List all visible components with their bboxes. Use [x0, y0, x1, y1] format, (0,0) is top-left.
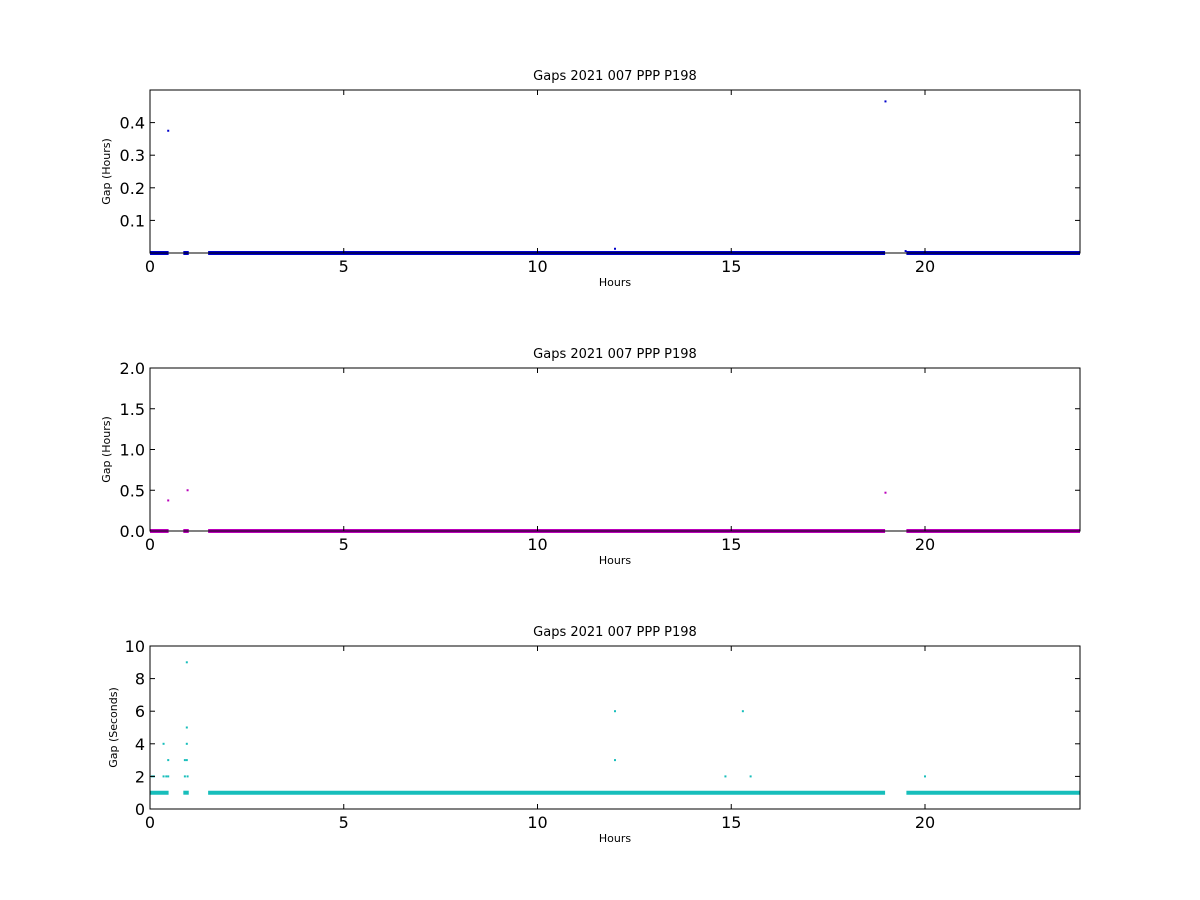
plot-frame: [149, 645, 1081, 810]
x-tick-label: 10: [527, 535, 547, 554]
data-point: [185, 726, 188, 729]
y-tick-label: 0.3: [120, 146, 145, 165]
y-tick-label: 1.0: [120, 441, 145, 460]
y-axis-label: Gap (Hours): [100, 138, 113, 205]
data-layer: [150, 100, 1080, 255]
plot-frame: [149, 89, 1081, 254]
data-point: [884, 491, 887, 494]
y-tick-label: 0.1: [120, 211, 145, 230]
y-tick-label: 0.2: [120, 179, 145, 198]
x-tick-label: 15: [721, 535, 741, 554]
y-tick-label: 2.0: [120, 359, 145, 378]
y-tick-label: 0.0: [120, 522, 145, 541]
data-point: [614, 759, 616, 762]
y-axis-label: Gap (Seconds): [107, 687, 120, 768]
data-point: [185, 759, 188, 762]
data-point: [884, 100, 887, 103]
data-point: [185, 742, 188, 745]
y-tick-label: 0.5: [120, 481, 145, 500]
data-point: [186, 489, 189, 492]
data-point: [183, 775, 186, 778]
chart-panel-3: Gaps 2021 007 PPP P198 0 5 10 15 20 0 2 4 6 8 10 Hou…: [107, 625, 1081, 845]
data-point: [183, 759, 186, 762]
y-tick-label: 10: [125, 637, 145, 656]
data-point: [749, 775, 752, 778]
y-axis-label: Gap (Hours): [100, 416, 113, 483]
x-tick-label: 20: [915, 257, 935, 276]
y-tick-label: 8: [135, 670, 145, 689]
data-point: [185, 661, 188, 664]
x-tick-label: 20: [915, 535, 935, 554]
data-point: [167, 129, 170, 132]
chart-title: Gaps 2021 007 PPP P198: [533, 69, 697, 84]
x-tick-label: 5: [339, 535, 349, 554]
data-layer: [150, 661, 1080, 795]
x-tick-label: 0: [145, 535, 155, 554]
plot-frame: [149, 367, 1081, 532]
data-point: [162, 742, 165, 745]
data-point: [724, 775, 727, 778]
chart-panel-1: Gaps 2021 007 PPP P198 0 5 10 15 20 0.1 0.2 0.3 0…: [100, 69, 1081, 289]
x-tick-label: 15: [721, 257, 741, 276]
x-tick-label: 20: [915, 813, 935, 832]
data-point: [186, 775, 189, 778]
y-tick-label: 6: [135, 702, 145, 721]
y-tick-label: 2: [135, 767, 145, 786]
chart-panel-2: Gaps 2021 007 PPP P198 0 5 10 15 20 0.0 0.5 1.0 1…: [100, 347, 1081, 567]
data-point: [614, 247, 616, 250]
data-layer: [150, 489, 1080, 533]
chart-title: Gaps 2021 007 PPP P198: [533, 347, 697, 362]
x-tick-label: 5: [339, 257, 349, 276]
x-axis-label: Hours: [599, 554, 631, 567]
x-tick-label: 5: [339, 813, 349, 832]
x-axis-label: Hours: [599, 276, 631, 289]
x-axis-label: Hours: [599, 832, 631, 845]
x-tick-label: 15: [721, 813, 741, 832]
data-point: [924, 775, 926, 778]
data-point: [904, 250, 907, 253]
data-point: [614, 710, 616, 713]
data-point: [167, 499, 170, 502]
data-point: [162, 775, 165, 778]
x-tick-label: 0: [145, 257, 155, 276]
y-tick-label: 0.4: [120, 114, 145, 133]
x-tick-label: 10: [527, 813, 547, 832]
y-tick-label: 4: [135, 735, 145, 754]
data-point: [167, 775, 170, 778]
y-tick-label: 1.5: [120, 400, 145, 419]
data-point: [741, 710, 744, 713]
chart-title: Gaps 2021 007 PPP P198: [533, 625, 697, 640]
y-tick-label: 0: [135, 800, 145, 819]
x-tick-label: 10: [527, 257, 547, 276]
data-point: [167, 759, 170, 762]
x-tick-label: 0: [145, 813, 155, 832]
data-point: [165, 775, 168, 778]
